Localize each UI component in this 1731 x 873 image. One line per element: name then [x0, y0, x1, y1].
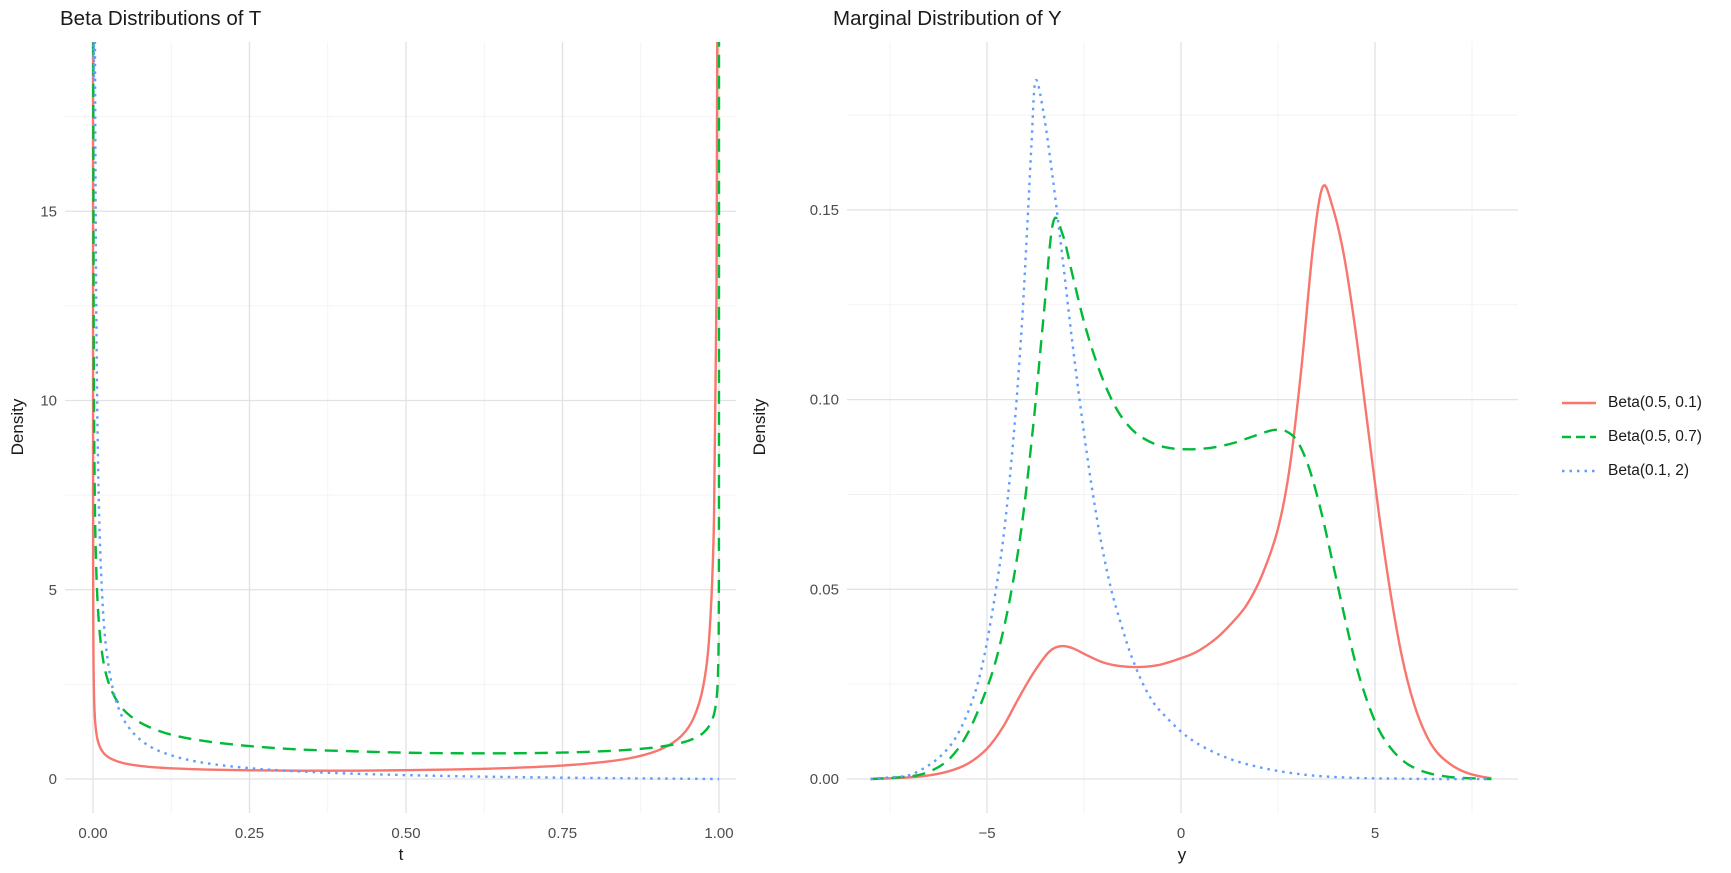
major-gridlines: [847, 42, 1518, 813]
y-tick-label: 15: [40, 203, 57, 220]
legend-label: Beta(0.1, 2): [1608, 462, 1689, 479]
left-y-axis-title: Density: [8, 398, 27, 456]
y-tick-label: 10: [40, 393, 57, 410]
y-tick-label: 5: [49, 582, 57, 599]
left-chart-title: Beta Distributions of T: [60, 7, 262, 30]
legend-key-solid-line: [1562, 401, 1596, 405]
x-tick-label: 0.00: [78, 825, 107, 842]
legend-label: Beta(0.5, 0.7): [1608, 428, 1702, 445]
major-gridlines: [65, 42, 736, 813]
right-x-axis-title: y: [1177, 845, 1187, 864]
series-curve-beta-0.1-2-: [870, 78, 1492, 781]
y-tick-label: 0.15: [810, 202, 839, 219]
x-tick-label: 0.25: [235, 825, 264, 842]
legend-key-dashed-line: [1562, 435, 1596, 439]
right-chart: −5 0 5 0.00 0.05 0.10 0.15: [810, 42, 1518, 842]
legend: Beta(0.5, 0.1) Beta(0.5, 0.7) Beta(0.1, …: [1560, 386, 1702, 488]
y-tick-label: 0: [49, 771, 57, 788]
y-tick-label: 0.10: [810, 392, 839, 409]
x-tick-label: 5: [1371, 825, 1379, 842]
legend-key-dotted-line: [1562, 469, 1596, 473]
right-chart-title: Marginal Distribution of Y: [833, 7, 1062, 30]
series-curve-beta-0.5-0.1-: [870, 184, 1492, 781]
y-tick-label: 0.05: [810, 581, 839, 598]
legend-item: Beta(0.5, 0.1): [1560, 386, 1702, 420]
minor-gridlines: [65, 42, 736, 813]
series-curve-beta-0.5-0.7-: [92, 42, 721, 755]
x-tick-label: −5: [978, 825, 995, 842]
legend-item: Beta(0.5, 0.7): [1560, 420, 1702, 454]
legend-label: Beta(0.5, 0.1): [1608, 394, 1702, 411]
left-chart: 0.00 0.25 0.50 0.75 1.00 0 5 10 15: [40, 42, 736, 842]
x-tick-label: 0: [1177, 825, 1185, 842]
x-tick-label: 0.75: [548, 825, 577, 842]
right-y-axis-title: Density: [750, 398, 769, 456]
legend-item: Beta(0.1, 2): [1560, 454, 1702, 488]
y-tick-label: 0.00: [810, 771, 839, 788]
minor-gridlines: [847, 42, 1518, 813]
series-curve-beta-0.5-0.7-: [870, 216, 1492, 781]
left-x-axis-title: t: [398, 845, 404, 864]
x-tick-label: 1.00: [704, 825, 733, 842]
x-tick-label: 0.50: [391, 825, 420, 842]
series-curve-beta-0.5-0.1-: [91, 42, 719, 772]
